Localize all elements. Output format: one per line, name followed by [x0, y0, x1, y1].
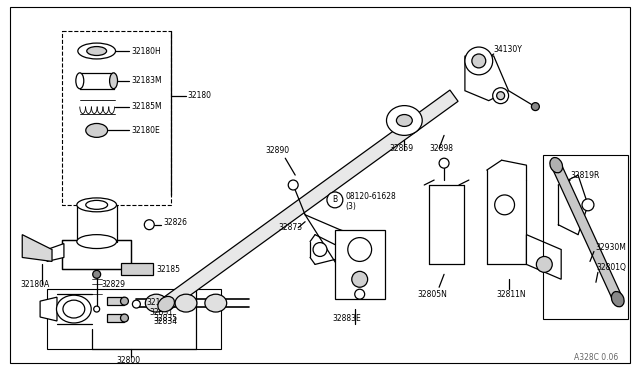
Text: 32883E: 32883E [332, 314, 361, 324]
Polygon shape [527, 235, 561, 279]
Text: 32898: 32898 [429, 144, 453, 153]
Text: 32835: 32835 [153, 314, 177, 324]
Circle shape [132, 300, 140, 308]
Circle shape [536, 256, 552, 272]
Polygon shape [40, 297, 57, 321]
Ellipse shape [175, 294, 197, 312]
Circle shape [313, 243, 327, 256]
Circle shape [288, 180, 298, 190]
Circle shape [327, 192, 343, 208]
Text: 32180H: 32180H [131, 46, 161, 55]
Bar [122, 263, 153, 275]
Ellipse shape [550, 157, 563, 173]
Text: 32805N: 32805N [417, 290, 447, 299]
Circle shape [93, 306, 100, 312]
Polygon shape [552, 163, 622, 301]
Ellipse shape [145, 294, 167, 312]
Ellipse shape [120, 297, 129, 305]
Circle shape [472, 54, 486, 68]
Text: 32811N: 32811N [497, 290, 526, 299]
Ellipse shape [87, 46, 107, 55]
Ellipse shape [158, 296, 175, 312]
Ellipse shape [120, 314, 129, 322]
Polygon shape [47, 244, 64, 262]
Text: 32873: 32873 [278, 223, 303, 232]
Circle shape [93, 270, 100, 278]
Text: 08120-61628: 08120-61628 [346, 192, 397, 201]
Circle shape [348, 238, 372, 262]
Text: 32801Q: 32801Q [596, 263, 626, 272]
Circle shape [465, 47, 493, 75]
Polygon shape [22, 235, 52, 262]
Text: (3): (3) [346, 202, 356, 211]
Text: 32819R: 32819R [570, 171, 600, 180]
Text: 32890: 32890 [266, 146, 289, 155]
Text: 32180: 32180 [187, 91, 211, 100]
Text: 32183M: 32183M [131, 76, 162, 85]
Circle shape [582, 199, 594, 211]
Circle shape [355, 289, 365, 299]
Ellipse shape [611, 292, 624, 307]
Circle shape [495, 195, 515, 215]
Polygon shape [162, 90, 458, 310]
Ellipse shape [56, 295, 92, 323]
Text: 32930M: 32930M [595, 243, 626, 252]
Ellipse shape [77, 198, 116, 212]
Text: 32185: 32185 [156, 265, 180, 274]
Bar [107, 314, 124, 322]
Text: 32180E: 32180E [131, 126, 160, 135]
Circle shape [531, 103, 540, 110]
Text: 32826: 32826 [163, 218, 187, 227]
Ellipse shape [76, 73, 84, 89]
Ellipse shape [396, 115, 412, 126]
Circle shape [145, 220, 154, 230]
Text: 32829: 32829 [102, 280, 125, 289]
Text: 34130Y: 34130Y [493, 45, 523, 54]
Polygon shape [335, 230, 385, 299]
Ellipse shape [63, 300, 84, 318]
Bar [107, 297, 124, 305]
Bar [47, 289, 221, 349]
Ellipse shape [78, 43, 116, 59]
Ellipse shape [86, 124, 108, 137]
Polygon shape [465, 56, 509, 101]
Polygon shape [62, 240, 131, 269]
Bar [62, 31, 171, 205]
Text: 32834: 32834 [153, 317, 177, 327]
Bar [543, 155, 628, 319]
Circle shape [497, 92, 504, 100]
Circle shape [493, 88, 509, 104]
Text: 32185M: 32185M [131, 102, 162, 111]
Ellipse shape [205, 294, 227, 312]
Text: 32800: 32800 [116, 356, 141, 365]
Ellipse shape [387, 106, 422, 135]
Circle shape [352, 271, 367, 287]
Ellipse shape [77, 235, 116, 248]
Circle shape [439, 158, 449, 168]
Text: 32186: 32186 [147, 298, 170, 307]
Text: 32831: 32831 [149, 308, 173, 317]
Text: B: B [332, 195, 337, 204]
Text: 32180A: 32180A [20, 280, 49, 289]
Ellipse shape [109, 73, 118, 89]
Text: A328C 0.06: A328C 0.06 [573, 353, 618, 362]
Ellipse shape [86, 201, 108, 209]
Text: 32859: 32859 [390, 144, 413, 153]
